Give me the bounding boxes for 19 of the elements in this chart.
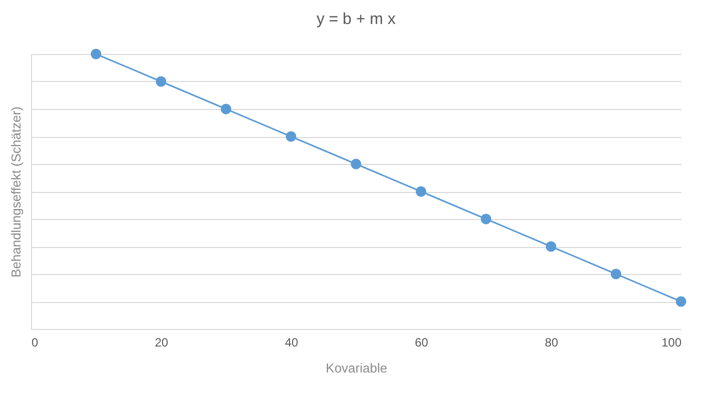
x-axis-title: Kovariable: [326, 360, 388, 376]
point: [480, 214, 492, 224]
point: [156, 76, 166, 87]
point: [90, 48, 102, 60]
point: [676, 296, 686, 307]
x-tick-label: 0: [32, 336, 38, 350]
point: [220, 104, 232, 114]
chart-title: y = b + m x: [316, 10, 396, 28]
x-tick-label: 20: [154, 336, 168, 350]
x-tick-label: 80: [544, 336, 558, 350]
point: [286, 131, 296, 142]
point: [416, 186, 426, 197]
point: [350, 158, 362, 170]
y-axis-title: Behandlungseffekt (Schätzer): [8, 106, 24, 278]
x-tick-label: 100: [661, 336, 682, 350]
x-tick-label: 40: [284, 336, 298, 350]
point: [610, 268, 622, 280]
x-tick-label: 60: [414, 336, 428, 350]
point: [546, 241, 556, 252]
